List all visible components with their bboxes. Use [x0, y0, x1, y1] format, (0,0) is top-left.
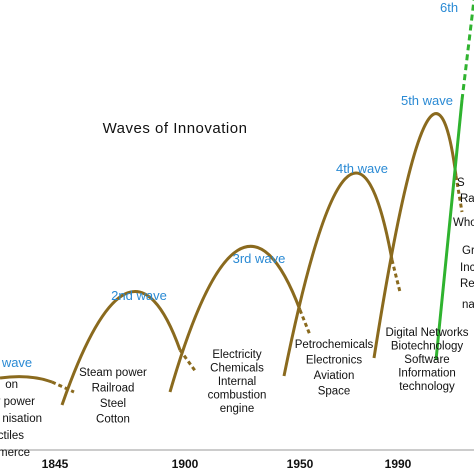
wave-4-tail — [390, 259, 402, 293]
wave-4-curve — [282, 171, 394, 377]
wave-item: Chemicals — [210, 363, 264, 375]
wave-item: Digital Networks — [385, 327, 468, 339]
wave-item: Steam power — [79, 367, 147, 379]
wave-label: 2nd wave — [111, 288, 167, 303]
axis-label: 1900 — [172, 457, 199, 471]
wave-item: Electricity — [212, 349, 261, 361]
wave-label: 4th wave — [336, 161, 388, 176]
wave-label: 3rd wave — [233, 251, 286, 266]
wave-item: na — [462, 299, 474, 311]
wave-3-curve — [168, 245, 302, 393]
wave-item: on — [5, 379, 18, 391]
wave-item: Aviation — [314, 370, 355, 382]
wave-6-curve — [434, 99, 464, 361]
wave-item: Inc — [460, 262, 474, 274]
wave-item: Who — [453, 217, 474, 229]
wave-item: Biotechnology — [391, 341, 463, 353]
wave-item: Space — [318, 386, 351, 398]
wave-item: combustion — [208, 390, 267, 402]
wave-item: engine — [220, 403, 255, 415]
wave-3-tail — [298, 309, 312, 336]
wave-item: Electronics — [306, 355, 362, 367]
wave-1-curve — [0, 375, 53, 384]
wave-label: 5th wave — [401, 93, 453, 108]
wave-item: Software — [404, 354, 449, 366]
wave-5-curve — [372, 112, 458, 359]
wave-item: r power — [0, 396, 35, 408]
wave-item: Ra — [460, 193, 474, 205]
wave-item: technology — [399, 381, 455, 393]
title: Waves of Innovation — [103, 120, 248, 137]
wave-6-tail — [460, 0, 474, 101]
wave-item: Internal — [218, 376, 256, 388]
wave-item: Gr — [462, 245, 474, 257]
wave-item: ctiles — [0, 430, 24, 442]
wave-item: S — [457, 177, 465, 189]
axis-label: 1845 — [42, 457, 69, 471]
wave-item: Cotton — [96, 414, 130, 426]
wave-item: nisation — [2, 413, 42, 425]
wave-label: 6th — [440, 0, 458, 15]
wave-item: Re — [460, 278, 474, 290]
wave-item: Railroad — [92, 383, 135, 395]
axis-label: 1990 — [385, 457, 412, 471]
wave-item: merce — [0, 447, 30, 459]
wave-2-curve — [60, 290, 182, 406]
wave-item: Steel — [100, 398, 126, 410]
wave-item: Information — [398, 368, 456, 380]
wave-5-tail — [454, 175, 464, 213]
wave-2-tail — [178, 349, 198, 373]
wave-label: wave — [1, 355, 32, 370]
axis-label: 1950 — [287, 457, 314, 471]
wave-item: Petrochemicals — [295, 339, 374, 351]
